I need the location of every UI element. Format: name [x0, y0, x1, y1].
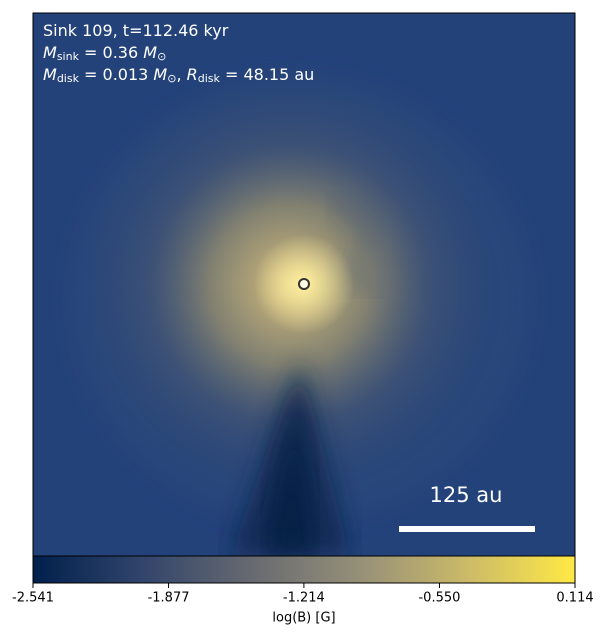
annotation-part: M — [43, 65, 57, 84]
colorbar-label: log(B) [G] — [272, 611, 335, 626]
annotation-part: ⊙ — [167, 72, 176, 85]
annotation-part: disk — [198, 72, 221, 85]
annotation-part: sink — [57, 50, 80, 63]
annotation-part: R — [187, 65, 198, 84]
annotation-part: Sink 109, t=112.46 kyr — [43, 21, 229, 40]
annotation-part: M — [143, 43, 157, 62]
annotation-line: Msink = 0.36 M⊙ — [43, 43, 166, 64]
annotation-part: = 0.013 — [79, 65, 153, 84]
colorbar-tick-label: -0.550 — [418, 591, 460, 606]
colorbar-ticks: -2.541 -1.877 -1.214 -0.550 0.114 — [12, 583, 594, 606]
colorbar-tick-label: -2.541 — [12, 591, 54, 606]
annotation-part: M — [43, 43, 57, 62]
sink-marker — [298, 278, 310, 290]
colorbar-tick-label: 0.114 — [556, 591, 593, 606]
annotation-part: = 48.15 au — [220, 65, 314, 84]
annotation-part: , — [176, 65, 186, 84]
scale-bar-label: 125 au — [430, 483, 503, 507]
annotation-part: disk — [57, 72, 80, 85]
annotation-part: M — [153, 65, 167, 84]
annotation-line: Sink 109, t=112.46 kyr — [43, 21, 229, 40]
colorbar-tick-label: -1.214 — [283, 591, 325, 606]
colorbar — [32, 555, 576, 584]
scale-bar — [399, 526, 535, 532]
annotation-part: = 0.36 — [79, 43, 143, 62]
annotation-line: Mdisk = 0.013 M⊙, Rdisk = 48.15 au — [43, 65, 314, 86]
colorbar-tick-label: -1.877 — [148, 591, 190, 606]
annotation-part: ⊙ — [157, 50, 166, 63]
